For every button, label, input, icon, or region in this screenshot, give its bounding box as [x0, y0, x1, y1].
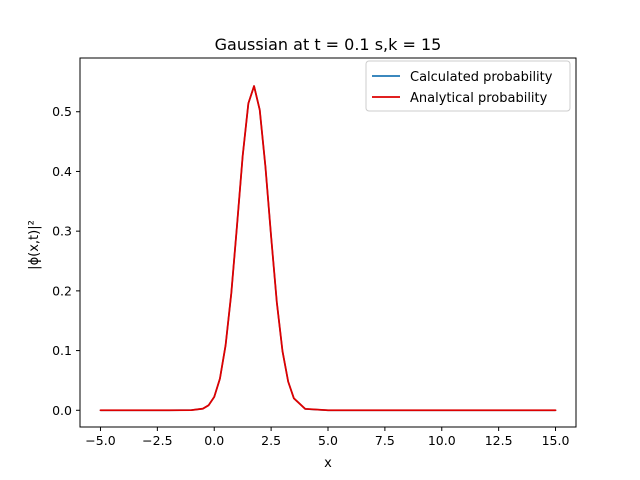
plot-frame	[79, 57, 577, 428]
y-axis-label: |ϕ(x,t)|²	[27, 220, 42, 270]
x-axis-label: x	[324, 456, 332, 471]
y-tick-label: 0.0	[52, 403, 72, 418]
x-tick-label: 12.5	[485, 433, 513, 448]
series-line-analytical	[99, 85, 557, 412]
x-tick-label: −2.5	[142, 433, 172, 448]
series-line-calculated	[99, 85, 557, 412]
x-tick-label: 7.5	[375, 433, 395, 448]
plot-area	[79, 57, 577, 428]
y-tick-label: 0.3	[52, 224, 72, 239]
y-tick-label: 0.5	[52, 104, 72, 119]
x-tick-label: 5.0	[318, 433, 338, 448]
y-tick-label: 0.2	[52, 283, 72, 298]
chart-title: Gaussian at t = 0.1 s,k = 15	[215, 35, 442, 54]
legend-box	[365, 60, 571, 112]
x-tick-label: 10.0	[428, 433, 456, 448]
legend-label-analytical: Analytical probability	[410, 91, 548, 106]
y-tick-label: 0.4	[52, 164, 72, 179]
x-tick-label: 2.5	[261, 433, 281, 448]
x-tick-label: −5.0	[85, 433, 115, 448]
x-tick-label: 15.0	[542, 433, 570, 448]
x-axis: −5.0 −2.5 0.0 2.5 5.0 7.5 10.0 12.5 15.0	[85, 427, 569, 448]
legend-label-calculated: Calculated probability	[410, 70, 553, 85]
legend: Calculated probability Analytical probab…	[365, 60, 571, 112]
y-axis: 0.0 0.1 0.2 0.3 0.4 0.5	[52, 104, 80, 418]
x-tick-label: 0.0	[204, 433, 224, 448]
series-lines	[99, 85, 557, 412]
y-tick-label: 0.1	[52, 343, 72, 358]
